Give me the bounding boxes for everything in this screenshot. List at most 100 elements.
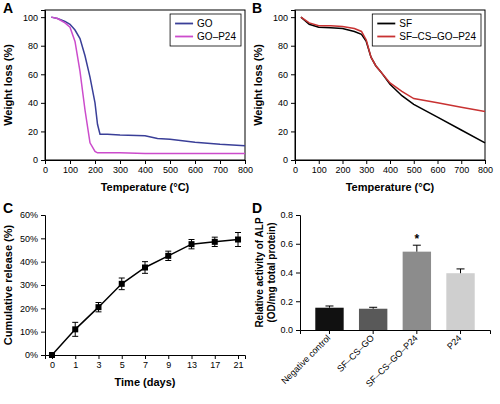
- tick: 40: [278, 98, 295, 108]
- error-bar: [119, 278, 125, 290]
- tick-label: 21: [234, 360, 244, 370]
- y-axis-title: Cumulative release (%): [2, 224, 14, 345]
- y-axis-title: Relative activity of ALP: [254, 217, 265, 328]
- plot: 0204060801000100200300400500600700800SFS…: [273, 10, 493, 175]
- tick-mark: [295, 160, 296, 164]
- tick: P24: [445, 330, 463, 351]
- tick-mark: [41, 285, 45, 286]
- tick-mark: [41, 308, 45, 309]
- legend-label: SF–CS–GO–P24: [399, 31, 476, 42]
- tick-label: 600: [430, 165, 445, 175]
- tick-mark: [373, 330, 374, 334]
- tick-label: 20: [28, 127, 38, 137]
- tick: 40%: [20, 257, 45, 267]
- marks: [315, 245, 474, 330]
- tick-label: 400: [138, 165, 153, 175]
- tick-label: 10%: [20, 327, 38, 337]
- tick-label: 400: [383, 165, 398, 175]
- tick-mark: [170, 160, 171, 164]
- tick-mark: [168, 355, 169, 359]
- tick-label: 0: [43, 165, 48, 175]
- tick-mark: [41, 74, 45, 75]
- tick-label: 20: [278, 127, 288, 137]
- tick-label: 80: [278, 41, 288, 51]
- x-axis: 013579131721: [46, 355, 246, 370]
- tick: 1: [73, 355, 78, 370]
- tick-label: 700: [213, 165, 228, 175]
- tick: 400: [138, 160, 153, 175]
- x-axis: Negative controlSF–CS–GOSF–CS–GO–P24P24: [279, 330, 490, 389]
- panel-label: A: [3, 0, 13, 16]
- axis-line: [296, 161, 486, 165]
- tick-label: 80: [28, 41, 38, 51]
- error-cap: [235, 232, 241, 233]
- legend-label: GO–P24: [197, 31, 236, 42]
- legend-swatch: [175, 23, 193, 25]
- tick-label: 0.4: [280, 268, 293, 278]
- tick-mark: [41, 332, 45, 333]
- tick-label: 200: [88, 165, 103, 175]
- annotation: *: [415, 232, 420, 246]
- tick-mark: [296, 301, 300, 302]
- error-cap: [189, 239, 195, 240]
- tick-label: 600: [188, 165, 203, 175]
- tick-label: 100: [63, 165, 78, 175]
- y-axis-title: Weight loss (%): [2, 44, 14, 126]
- tick: 500: [407, 160, 422, 175]
- tick: 0.8: [280, 210, 300, 220]
- panel: B0204060801000100200300400500600700800SF…: [252, 0, 493, 193]
- tick-label: 13: [187, 360, 197, 370]
- marker: [212, 239, 218, 245]
- tick-label: 300: [359, 165, 374, 175]
- tick-label: 100: [23, 13, 38, 23]
- panel: C0%10%20%30%40%50%60%013579131721Time (d…: [2, 200, 246, 388]
- x-axis: 0100200300400500600700800: [43, 160, 253, 175]
- tick-label: 0: [283, 155, 288, 165]
- legend-item: GO–P24: [175, 31, 236, 42]
- legend-item: SF–CS–GO–P24: [377, 31, 476, 42]
- error-bar: [165, 251, 171, 260]
- tick: 200: [88, 160, 103, 175]
- marker: [235, 237, 241, 243]
- plot: 0204060801000100200300400500600700800GOG…: [23, 10, 253, 175]
- tick-mark: [122, 355, 123, 359]
- tick-label: 20%: [20, 304, 38, 314]
- error-cap: [189, 248, 195, 249]
- error-cap: [235, 246, 241, 247]
- legend-swatch: [377, 23, 395, 25]
- tick: SF–CS–GO: [335, 330, 376, 374]
- tick: 17: [210, 355, 220, 370]
- tick-label: 7: [143, 360, 148, 370]
- tick-mark: [296, 215, 300, 216]
- tick-mark: [291, 103, 295, 104]
- error-cap: [369, 307, 377, 308]
- tick-mark: [41, 131, 45, 132]
- error-bar: [212, 237, 218, 246]
- tick-mark: [291, 131, 295, 132]
- error-cap: [95, 311, 101, 312]
- tick: 0.6: [280, 239, 300, 249]
- tick-label: 9: [166, 360, 171, 370]
- error-bar: [369, 307, 377, 308]
- tick-mark: [41, 238, 45, 239]
- tick-mark: [438, 160, 439, 164]
- error-cap: [142, 273, 148, 274]
- error-cap: [457, 268, 465, 269]
- tick: 700: [213, 160, 228, 175]
- tick-label: 40%: [20, 257, 38, 267]
- tick-mark: [195, 160, 196, 164]
- tick: 30%: [20, 280, 45, 290]
- panel: D*0.00.20.40.60.8Negative controlSF–CS–G…: [252, 200, 491, 389]
- tick-label: 50%: [20, 234, 38, 244]
- error-bar: [235, 233, 241, 247]
- tick: 20%: [20, 304, 45, 314]
- error-bar: [142, 262, 148, 274]
- tick: 60%: [20, 210, 45, 220]
- tick-mark: [70, 160, 71, 164]
- tick: 13: [187, 355, 197, 370]
- marker: [95, 304, 101, 310]
- tick: 0: [293, 160, 298, 175]
- tick-mark: [41, 355, 45, 356]
- tick-label: 0.6: [280, 239, 293, 249]
- tick-mark: [41, 160, 45, 161]
